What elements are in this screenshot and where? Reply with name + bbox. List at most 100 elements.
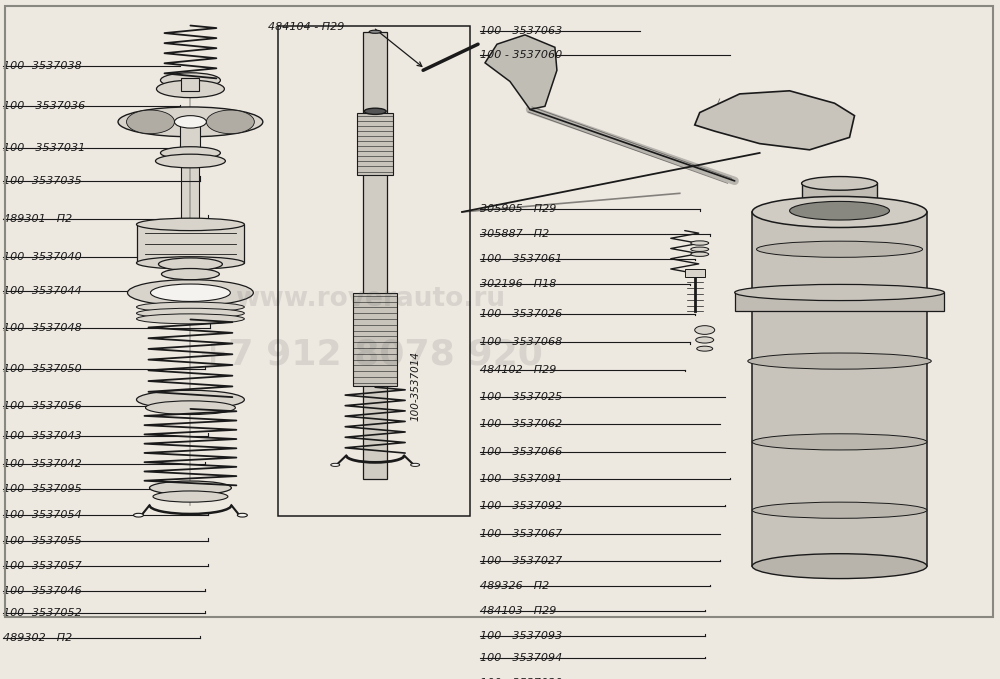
Text: 100 - 3537031: 100 - 3537031 (3, 143, 85, 153)
Text: 100- 3537038: 100- 3537038 (3, 61, 81, 71)
Ellipse shape (735, 285, 944, 301)
Bar (137, 224, 244, 263)
Ellipse shape (137, 218, 244, 231)
Text: 100- 3537050: 100- 3537050 (3, 363, 81, 373)
Text: 100 - 3537061: 100 - 3537061 (480, 253, 562, 263)
Polygon shape (485, 35, 557, 109)
Text: 302196 - П18: 302196 - П18 (480, 279, 556, 289)
Text: 100 - 3537068: 100 - 3537068 (480, 337, 562, 348)
Ellipse shape (137, 302, 244, 312)
Ellipse shape (790, 202, 889, 220)
Ellipse shape (137, 314, 244, 324)
Bar (181, 78, 199, 91)
Ellipse shape (161, 268, 219, 280)
Text: 305905 - П29: 305905 - П29 (480, 204, 556, 214)
Text: 100 - 3537026: 100 - 3537026 (480, 309, 562, 319)
Ellipse shape (145, 401, 235, 414)
Text: 484104 - П29: 484104 - П29 (268, 22, 345, 33)
Text: 100- 3537056: 100- 3537056 (3, 401, 81, 411)
Ellipse shape (757, 241, 923, 257)
Text: 100- 3537040: 100- 3537040 (3, 252, 81, 261)
Ellipse shape (158, 258, 222, 270)
Text: 100- 3537055: 100- 3537055 (3, 536, 81, 546)
Ellipse shape (364, 108, 386, 114)
Text: 100 - 3537093: 100 - 3537093 (480, 631, 562, 641)
Text: 305887 - П2: 305887 - П2 (480, 229, 549, 239)
Ellipse shape (153, 491, 228, 502)
Ellipse shape (149, 481, 231, 495)
Bar (278, 26, 470, 517)
Ellipse shape (752, 434, 927, 450)
Ellipse shape (695, 326, 715, 334)
Text: 100- 3537044: 100- 3537044 (3, 287, 81, 297)
Ellipse shape (206, 110, 254, 134)
Ellipse shape (155, 154, 225, 168)
Text: 100 - 3537091: 100 - 3537091 (480, 474, 562, 484)
Ellipse shape (369, 30, 381, 33)
Text: 100- 3537052: 100- 3537052 (3, 608, 81, 619)
Text: +7 912 8078 920: +7 912 8078 920 (198, 338, 543, 372)
Text: 100 - 3537025: 100 - 3537025 (480, 392, 562, 402)
Text: 100-3537014: 100-3537014 (410, 351, 420, 421)
Text: www.roverauto.ru: www.roverauto.ru (235, 286, 505, 312)
Ellipse shape (160, 147, 220, 159)
Ellipse shape (691, 252, 709, 257)
Text: 489326 - П2: 489326 - П2 (480, 581, 549, 591)
Text: 100- 3537046: 100- 3537046 (3, 586, 81, 596)
Bar (735, 293, 944, 311)
Ellipse shape (691, 241, 709, 245)
Text: 100 - 3537063: 100 - 3537063 (480, 26, 562, 35)
Text: 489301 - П2: 489301 - П2 (3, 215, 72, 225)
Ellipse shape (691, 247, 709, 251)
Text: 100 - 3537094: 100 - 3537094 (480, 653, 562, 663)
Bar (180, 123, 200, 153)
Ellipse shape (160, 73, 220, 88)
Text: 100 - 3537060: 100 - 3537060 (480, 50, 562, 60)
Ellipse shape (174, 115, 206, 128)
Ellipse shape (752, 291, 927, 307)
Text: 100- 3537054: 100- 3537054 (3, 510, 81, 520)
Text: 100 - 3537092: 100 - 3537092 (480, 502, 562, 511)
Text: 100- 3537095: 100- 3537095 (3, 484, 81, 494)
Text: 100- 3537035: 100- 3537035 (3, 176, 81, 186)
Ellipse shape (697, 346, 713, 351)
Ellipse shape (331, 463, 340, 466)
Ellipse shape (802, 177, 877, 190)
Text: 100- 3537048: 100- 3537048 (3, 323, 81, 333)
Text: 100 - 3537066: 100 - 3537066 (480, 447, 562, 457)
Ellipse shape (137, 257, 244, 269)
Ellipse shape (137, 390, 244, 409)
Text: 484102 - П29: 484102 - П29 (480, 365, 556, 375)
Ellipse shape (118, 107, 263, 136)
Ellipse shape (411, 463, 420, 466)
Bar (357, 113, 393, 175)
Text: 100- 3537043: 100- 3537043 (3, 430, 81, 441)
Text: 100- 3537057: 100- 3537057 (3, 561, 81, 571)
Text: 484103 - П29: 484103 - П29 (480, 606, 556, 616)
Bar (181, 161, 199, 224)
Bar (752, 212, 927, 566)
Text: 100 - 3537027: 100 - 3537027 (480, 556, 562, 566)
Ellipse shape (752, 553, 927, 579)
Polygon shape (695, 91, 855, 150)
Text: 100- 3537042: 100- 3537042 (3, 458, 81, 469)
Ellipse shape (128, 280, 253, 306)
Ellipse shape (134, 513, 143, 517)
Ellipse shape (237, 513, 247, 517)
Ellipse shape (696, 337, 714, 343)
Ellipse shape (137, 308, 244, 318)
Bar (685, 269, 705, 276)
Ellipse shape (752, 196, 927, 227)
Text: 100 - 3537062: 100 - 3537062 (480, 420, 562, 430)
Text: 100 - 3537020: 100 - 3537020 (480, 678, 562, 679)
Text: 100 - 3537036: 100 - 3537036 (3, 101, 85, 111)
Ellipse shape (150, 284, 230, 301)
Ellipse shape (748, 353, 931, 369)
Bar (802, 183, 877, 213)
Text: 100 - 3537067: 100 - 3537067 (480, 529, 562, 539)
Text: 489302 - П2: 489302 - П2 (3, 633, 72, 642)
Ellipse shape (156, 80, 224, 98)
Ellipse shape (752, 502, 927, 518)
Bar (363, 32, 387, 479)
Ellipse shape (127, 110, 174, 134)
